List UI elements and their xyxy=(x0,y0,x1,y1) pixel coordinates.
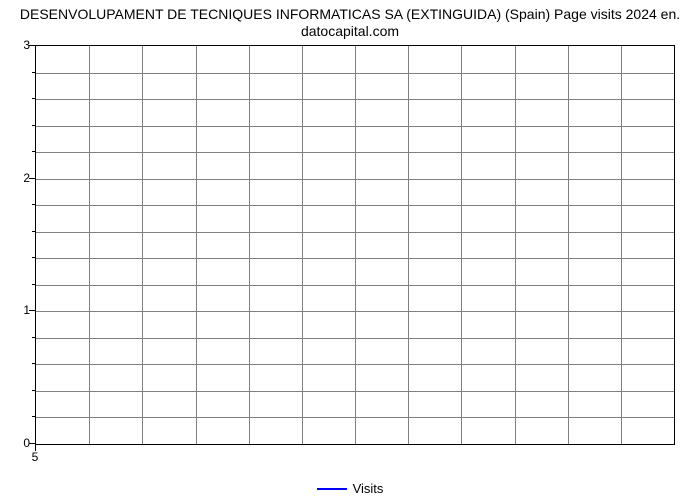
gridline-horizontal xyxy=(36,258,674,259)
y-tick-label: 3 xyxy=(10,38,30,52)
gridline-vertical xyxy=(461,46,462,444)
gridline-horizontal xyxy=(36,73,674,74)
y-tick-minor xyxy=(32,98,35,99)
gridline-horizontal xyxy=(36,126,674,127)
x-tick-label: 5 xyxy=(32,450,39,464)
gridline-horizontal xyxy=(36,391,674,392)
gridline-horizontal xyxy=(36,99,674,100)
legend: Visits xyxy=(0,480,700,496)
chart-title: DESENVOLUPAMENT DE TECNIQUES INFORMATICA… xyxy=(0,6,700,40)
gridline-horizontal xyxy=(36,311,674,312)
y-tick-minor xyxy=(32,416,35,417)
gridline-vertical xyxy=(355,46,356,444)
y-tick-minor xyxy=(32,231,35,232)
y-tick-minor xyxy=(32,337,35,338)
y-tick-minor xyxy=(32,151,35,152)
gridline-horizontal xyxy=(36,364,674,365)
plot-area xyxy=(35,45,675,445)
legend-line-icon xyxy=(317,488,347,490)
y-tick-minor xyxy=(32,72,35,73)
gridline-vertical xyxy=(568,46,569,444)
gridline-horizontal xyxy=(36,417,674,418)
gridline-vertical xyxy=(249,46,250,444)
y-tick-label: 2 xyxy=(10,171,30,185)
y-tick-minor xyxy=(32,125,35,126)
y-tick-minor xyxy=(32,257,35,258)
legend-label: Visits xyxy=(353,481,384,496)
y-tick-minor xyxy=(32,284,35,285)
chart-container: DESENVOLUPAMENT DE TECNIQUES INFORMATICA… xyxy=(0,0,700,500)
gridline-horizontal xyxy=(36,232,674,233)
gridline-vertical xyxy=(408,46,409,444)
chart-title-line1: DESENVOLUPAMENT DE TECNIQUES INFORMATICA… xyxy=(20,6,680,22)
y-tick-label: 1 xyxy=(10,303,30,317)
y-tick-minor xyxy=(32,390,35,391)
gridline-horizontal xyxy=(36,179,674,180)
y-tick-label: 0 xyxy=(10,436,30,450)
gridline-vertical xyxy=(196,46,197,444)
gridline-vertical xyxy=(142,46,143,444)
gridline-horizontal xyxy=(36,338,674,339)
gridline-vertical xyxy=(621,46,622,444)
gridline-horizontal xyxy=(36,285,674,286)
y-tick-minor xyxy=(32,363,35,364)
gridline-horizontal xyxy=(36,152,674,153)
gridline-vertical xyxy=(89,46,90,444)
gridline-vertical xyxy=(302,46,303,444)
gridline-horizontal xyxy=(36,205,674,206)
y-tick-minor xyxy=(32,204,35,205)
gridline-vertical xyxy=(515,46,516,444)
chart-title-line2: datocapital.com xyxy=(301,23,399,39)
